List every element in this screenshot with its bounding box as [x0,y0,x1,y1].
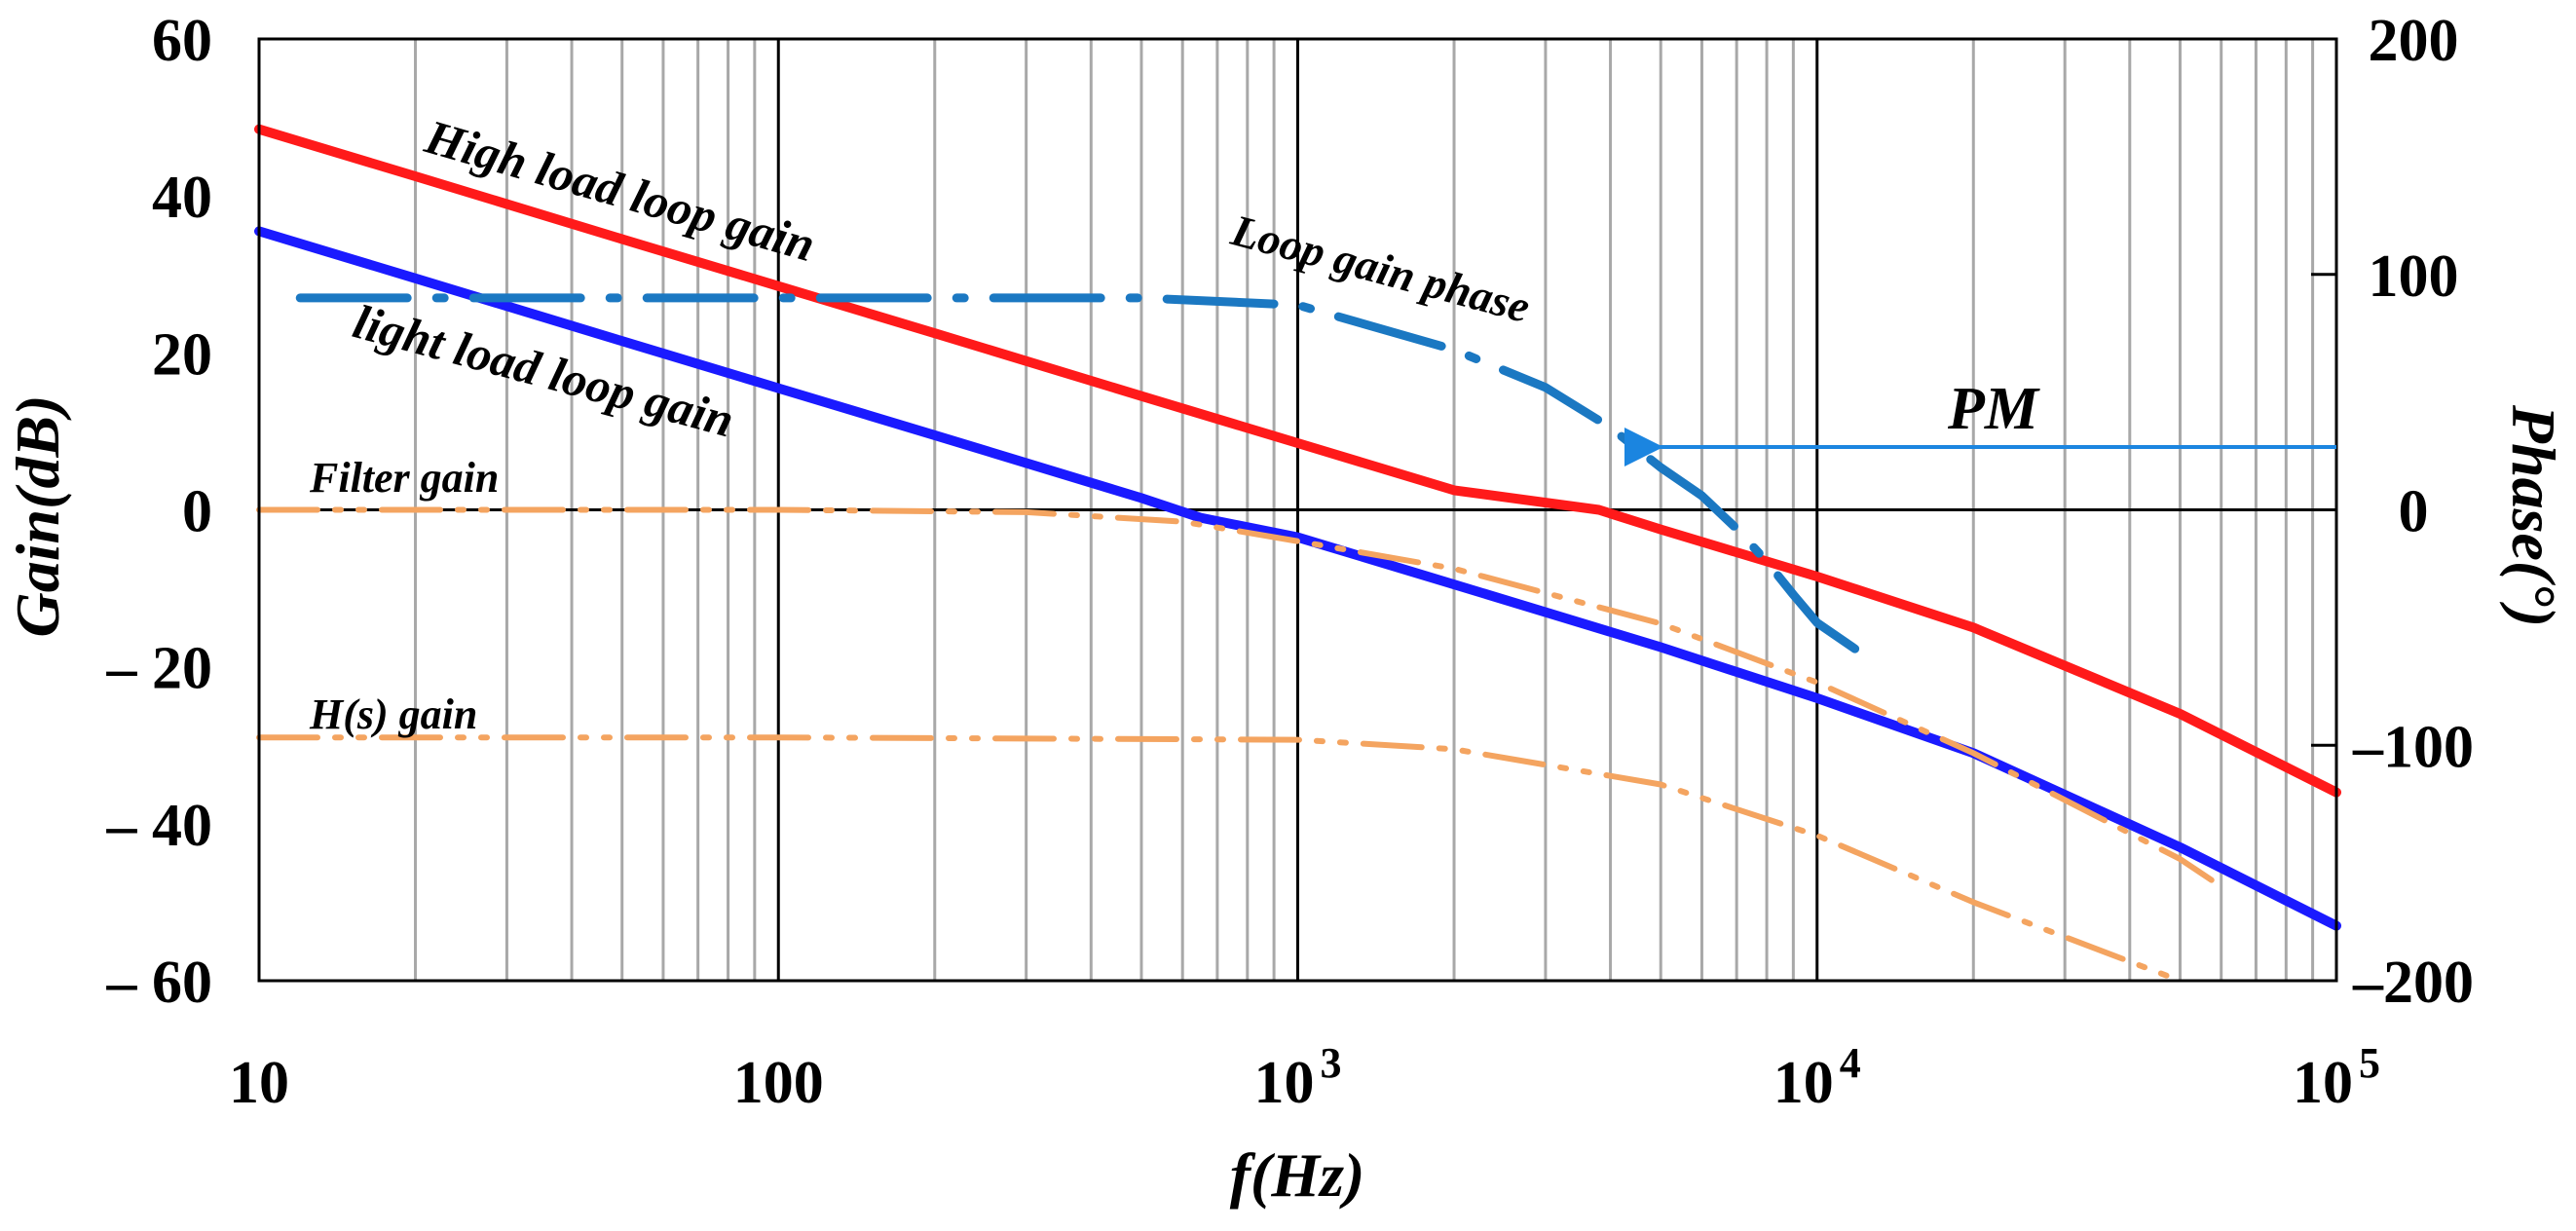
y2-tick-label: 200 [2369,8,2459,74]
x-tick-label: 10 5 [2293,1039,2380,1116]
h-s-gain-line [256,734,2184,984]
y-tick-label: 40 [152,165,212,231]
filter-gain-line [256,506,2224,890]
y-tick-label: – 20 [106,636,213,702]
y2-tick-label: –100 [2352,714,2474,780]
y-tick-label: – 40 [106,793,213,859]
label-filter-gain: Filter gain [309,454,499,502]
y-tick-label: – 60 [106,950,213,1016]
label-pm: PM [1947,376,2040,442]
y-tick-label: 20 [152,321,212,388]
label-high-load-gain: High load loop gain [419,108,821,272]
y2-tick-label: 0 [2399,479,2429,545]
x-tick-label: 10 3 [1254,1039,1342,1116]
y2-axis-label: Phase(°) [2499,404,2568,627]
x-tick-label: 100 [733,1050,824,1116]
series-layer [254,124,2341,984]
label-hs-gain: H(s) gain [309,690,477,738]
x-tick-label: 10 [229,1050,289,1116]
loop-gain-phase-line [295,293,1863,655]
x-axis-label: f(Hz) [1230,1140,1365,1210]
y-tick-label: 0 [182,479,212,545]
y2-tick-label: –200 [2352,950,2474,1016]
x-tick-label: 10 4 [1773,1039,1861,1116]
y2-tick-label: 100 [2369,243,2459,310]
y-tick-label: 60 [152,8,212,74]
high-load-loop-gain-line [254,124,2341,798]
label-loop-gain-phase: Loop gain phase [1225,205,1535,332]
y-axis-label: Gain(dB) [3,395,72,638]
